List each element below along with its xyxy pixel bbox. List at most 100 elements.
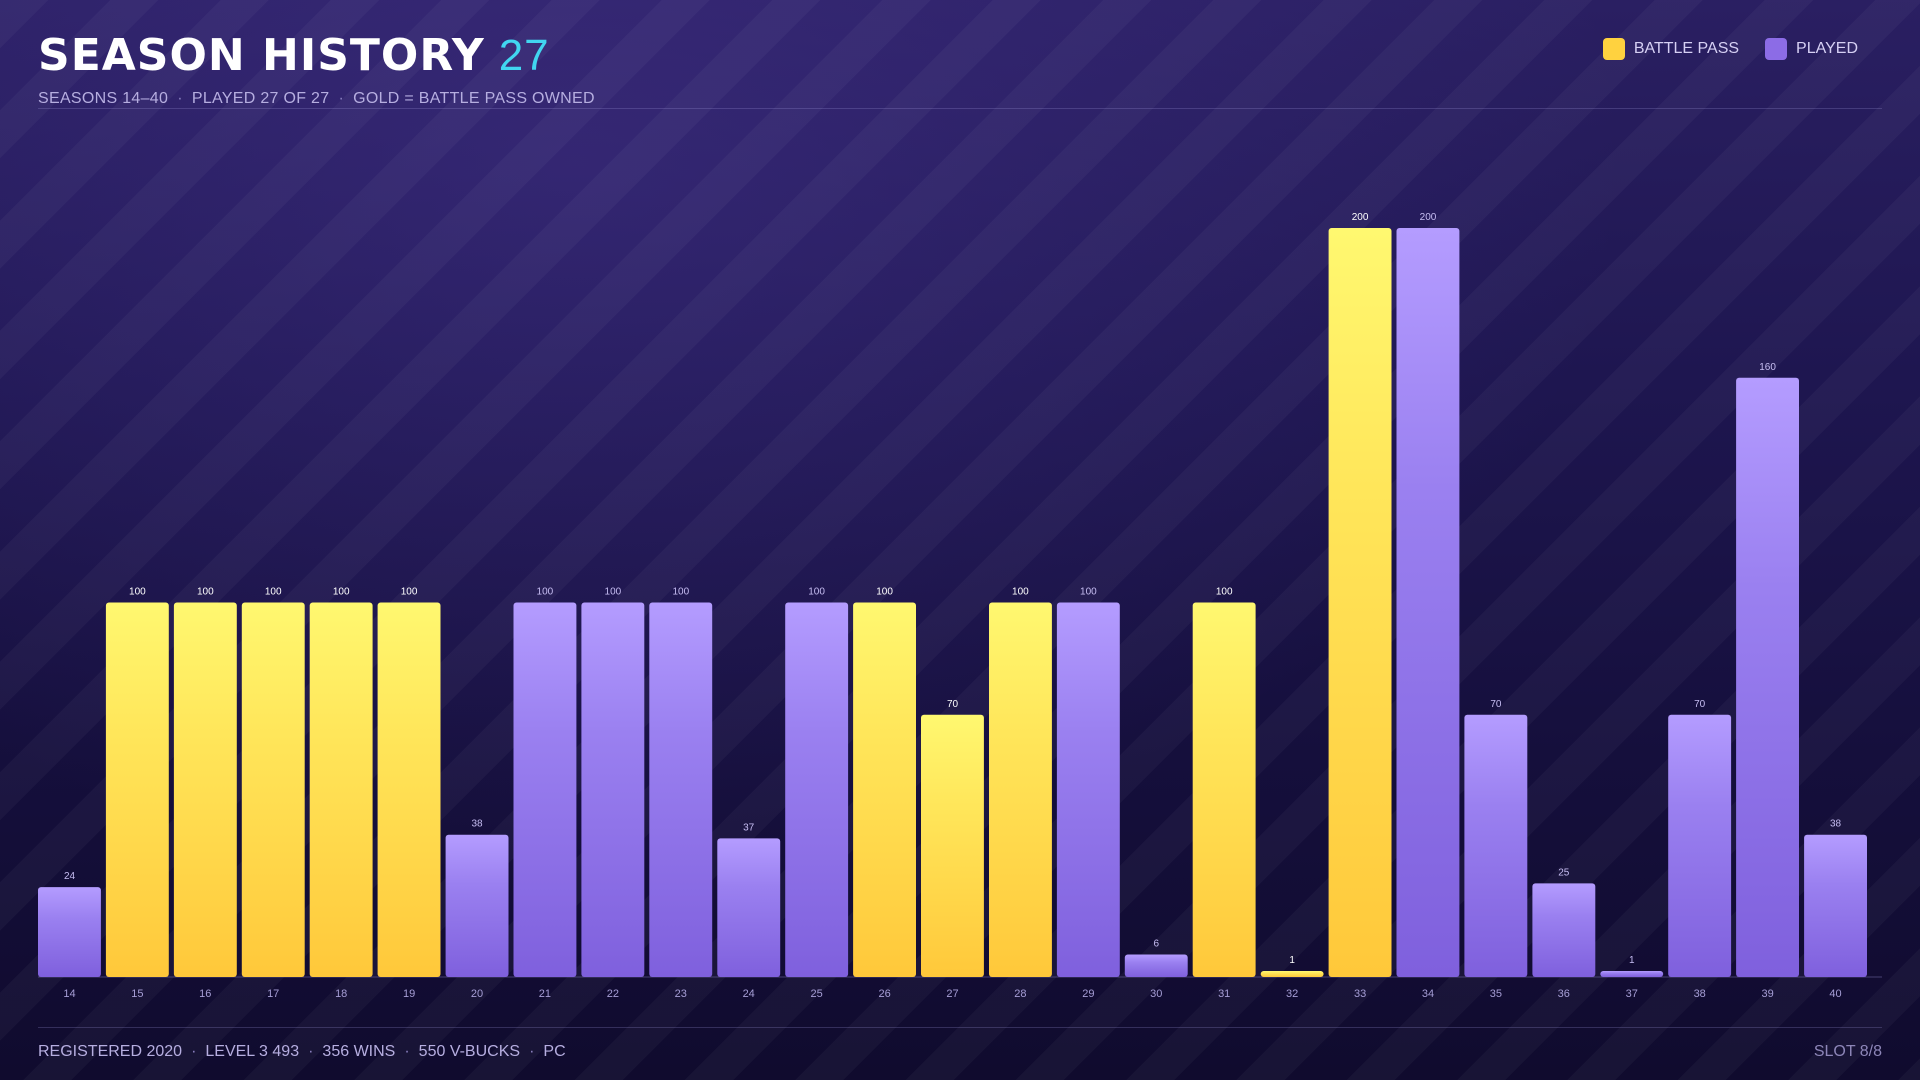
bar-season-16 [173, 602, 237, 977]
stat-wins: 356 WINS [322, 1043, 396, 1060]
x-tick-label-season-20: 20 [471, 988, 483, 1000]
legend-swatch-battle-pass [1602, 38, 1625, 60]
x-tick-label-season-26: 26 [878, 988, 890, 1000]
separator-dot: · [404, 1043, 410, 1060]
value-label-season-16: 100 [197, 587, 214, 598]
bar-season-26 [853, 602, 916, 977]
bar-season-15 [105, 602, 169, 977]
subtitle: SEASONS 14–40 · PLAYED 27 OF 27 · GOLD = BAT… [38, 90, 595, 108]
stat-level: LEVEL 3 493 [205, 1043, 300, 1060]
value-label-season-29: 100 [1080, 587, 1097, 598]
value-label-season-34: 200 [1420, 212, 1437, 223]
subtitle-key: GOLD = BATTLE PASS OWNED [353, 90, 595, 107]
footer-stats: REGISTERED 2020 · LEVEL 3 493 · 356 WINS · 550… [38, 1043, 566, 1061]
bar-season-24 [717, 838, 781, 977]
bar-season-17 [241, 602, 305, 977]
season-count: 27 [498, 31, 550, 80]
bar-season-27 [921, 714, 984, 977]
value-label-season-39: 160 [1759, 362, 1776, 373]
x-tick-label-season-32: 32 [1286, 988, 1298, 1000]
value-label-season-15: 100 [129, 587, 146, 598]
separator-dot: · [338, 90, 345, 107]
bar-season-34 [1396, 228, 1460, 977]
bar-season-28 [989, 602, 1052, 977]
value-label-season-23: 100 [672, 587, 689, 598]
slot-indicator: SLOT 8/8 [1813, 1043, 1882, 1060]
value-label-season-38: 70 [1694, 699, 1706, 710]
title-text: SEASON HISTORY [38, 30, 485, 81]
x-tick-label-season-35: 35 [1490, 988, 1502, 1000]
value-label-season-31: 100 [1216, 587, 1233, 598]
value-label-season-32: 1 [1289, 955, 1295, 966]
bar-season-19 [377, 602, 441, 977]
value-label-season-17: 100 [265, 587, 282, 598]
value-label-season-35: 70 [1490, 699, 1502, 710]
value-label-season-30: 6 [1154, 939, 1160, 950]
value-label-season-25: 100 [808, 587, 825, 598]
bar-season-31 [1192, 602, 1256, 977]
footer-divider [38, 1027, 1882, 1028]
x-tick-label-season-21: 21 [539, 988, 551, 1000]
bar-season-22 [581, 602, 645, 977]
bar-season-37 [1600, 971, 1664, 977]
x-tick-label-season-19: 19 [403, 988, 415, 1000]
value-label-season-22: 100 [605, 587, 622, 598]
x-tick-label-season-22: 22 [607, 988, 619, 1000]
x-tick-label-season-30: 30 [1150, 988, 1162, 1000]
x-tick-label-season-16: 16 [199, 988, 211, 1000]
x-tick-label-season-34: 34 [1422, 988, 1434, 1000]
x-tick-label-season-18: 18 [335, 988, 347, 1000]
x-tick-label-season-24: 24 [743, 988, 755, 1000]
value-label-season-26: 100 [876, 587, 893, 598]
bar-season-39 [1736, 377, 1799, 977]
x-tick-label-season-38: 38 [1694, 988, 1706, 1000]
bar-season-35 [1464, 714, 1528, 977]
value-label-season-14: 24 [64, 871, 76, 882]
value-label-season-21: 100 [537, 587, 554, 598]
legend-label-battle-pass: BATTLE PASS [1633, 40, 1740, 57]
legend-item-battle-pass: BATTLE PASS [1602, 38, 1740, 60]
legend-item-played: PLAYED [1765, 38, 1858, 60]
x-tick-label-season-25: 25 [810, 988, 822, 1000]
legend-label-played: PLAYED [1796, 40, 1858, 57]
x-tick-label-season-33: 33 [1354, 988, 1366, 1000]
value-label-season-20: 38 [471, 819, 483, 830]
value-label-season-24: 37 [743, 822, 755, 833]
legend-swatch-played [1765, 38, 1788, 60]
x-tick-label-season-15: 15 [131, 988, 143, 1000]
bar-season-40 [1804, 834, 1867, 977]
value-label-season-37: 1 [1629, 955, 1635, 966]
bars-group: 2414100151001610017100181001938201002110… [38, 212, 1867, 1000]
bar-season-36 [1532, 883, 1596, 977]
bar-season-25 [785, 602, 849, 977]
bar-season-33 [1328, 228, 1392, 977]
stat-vbucks: 550 V-BUCKS [418, 1043, 521, 1060]
bar-season-29 [1056, 602, 1120, 977]
bar-season-18 [309, 602, 373, 977]
x-tick-label-season-14: 14 [63, 988, 75, 1000]
bar-season-38 [1668, 714, 1732, 977]
subtitle-seasons: SEASONS 14–40 [38, 90, 169, 107]
value-label-season-28: 100 [1012, 587, 1029, 598]
separator-dot: · [177, 90, 183, 107]
x-tick-label-season-28: 28 [1014, 988, 1026, 1000]
header-divider [38, 108, 1882, 109]
bar-season-32 [1260, 971, 1324, 977]
separator-dot: · [191, 1043, 197, 1060]
value-label-season-36: 25 [1558, 867, 1570, 878]
separator-dot: · [529, 1043, 535, 1060]
bar-season-20 [445, 834, 509, 977]
value-label-season-19: 100 [401, 587, 418, 598]
separator-dot: · [308, 1043, 314, 1060]
x-tick-label-season-29: 29 [1082, 988, 1094, 1000]
page-title: SEASON HISTORY 27 [38, 30, 550, 81]
x-tick-label-season-23: 23 [675, 988, 687, 1000]
x-tick-label-season-27: 27 [946, 988, 958, 1000]
x-tick-label-season-17: 17 [267, 988, 279, 1000]
x-tick-label-season-36: 36 [1558, 988, 1570, 1000]
x-tick-label-season-31: 31 [1218, 988, 1230, 1000]
x-tick-label-season-37: 37 [1626, 988, 1638, 1000]
stat-registered: REGISTERED 2020 [38, 1043, 183, 1060]
value-label-season-18: 100 [333, 587, 350, 598]
